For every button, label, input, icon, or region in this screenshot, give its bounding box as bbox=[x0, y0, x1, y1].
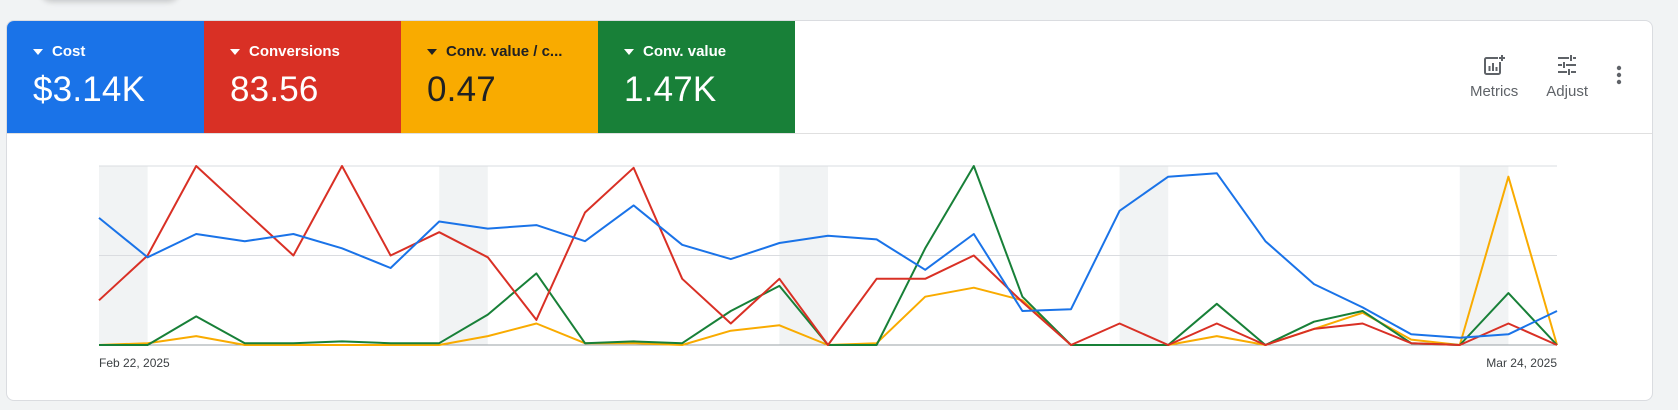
series-line-cost bbox=[98, 172, 1558, 339]
metrics-button[interactable]: Metrics bbox=[1470, 53, 1518, 100]
header-divider bbox=[7, 133, 1652, 134]
metric-tiles: Cost $3.14K Conversions 83.56 Conv. valu… bbox=[7, 21, 795, 133]
metric-label: Conv. value / c... bbox=[446, 43, 563, 60]
adjust-label: Adjust bbox=[1546, 83, 1588, 100]
chart-add-icon bbox=[1484, 54, 1507, 75]
more-options-button[interactable] bbox=[1616, 65, 1622, 90]
x-axis-start-label: Feb 22, 2025 bbox=[99, 356, 170, 370]
metric-tile-conv-value[interactable]: Conv. value 1.47K bbox=[598, 21, 795, 133]
metric-value: 1.47K bbox=[624, 70, 717, 109]
metric-value: 83.56 bbox=[230, 70, 319, 109]
tune-icon bbox=[1558, 55, 1577, 75]
caret-down-icon[interactable] bbox=[230, 48, 240, 55]
metric-label: Cost bbox=[52, 43, 86, 60]
caret-down-icon[interactable] bbox=[33, 48, 43, 55]
metric-value: 0.47 bbox=[427, 70, 496, 109]
caret-down-icon[interactable] bbox=[624, 48, 634, 55]
metric-tile-cost[interactable]: Cost $3.14K bbox=[7, 21, 204, 133]
metric-value: $3.14K bbox=[33, 70, 146, 109]
x-axis-end-label: Mar 24, 2025 bbox=[1486, 356, 1557, 370]
performance-card: Cost $3.14K Conversions 83.56 Conv. valu… bbox=[6, 20, 1653, 401]
more-vert-icon bbox=[1616, 65, 1622, 85]
adjust-button[interactable]: Adjust bbox=[1546, 53, 1588, 100]
chart-toolbar: Metrics Adjust bbox=[1456, 53, 1652, 113]
metric-label: Conv. value bbox=[643, 43, 727, 60]
series-line-conversions bbox=[98, 165, 1558, 346]
caret-down-icon[interactable] bbox=[427, 48, 437, 55]
metric-tile-conv-value-per-cost[interactable]: Conv. value / c... 0.47 bbox=[401, 21, 598, 133]
performance-line-chart: Feb 22, 2025 Mar 24, 2025 bbox=[98, 165, 1558, 370]
metric-label: Conversions bbox=[249, 43, 340, 60]
metric-tile-conversions[interactable]: Conversions 83.56 bbox=[204, 21, 401, 133]
metrics-label: Metrics bbox=[1469, 83, 1519, 100]
